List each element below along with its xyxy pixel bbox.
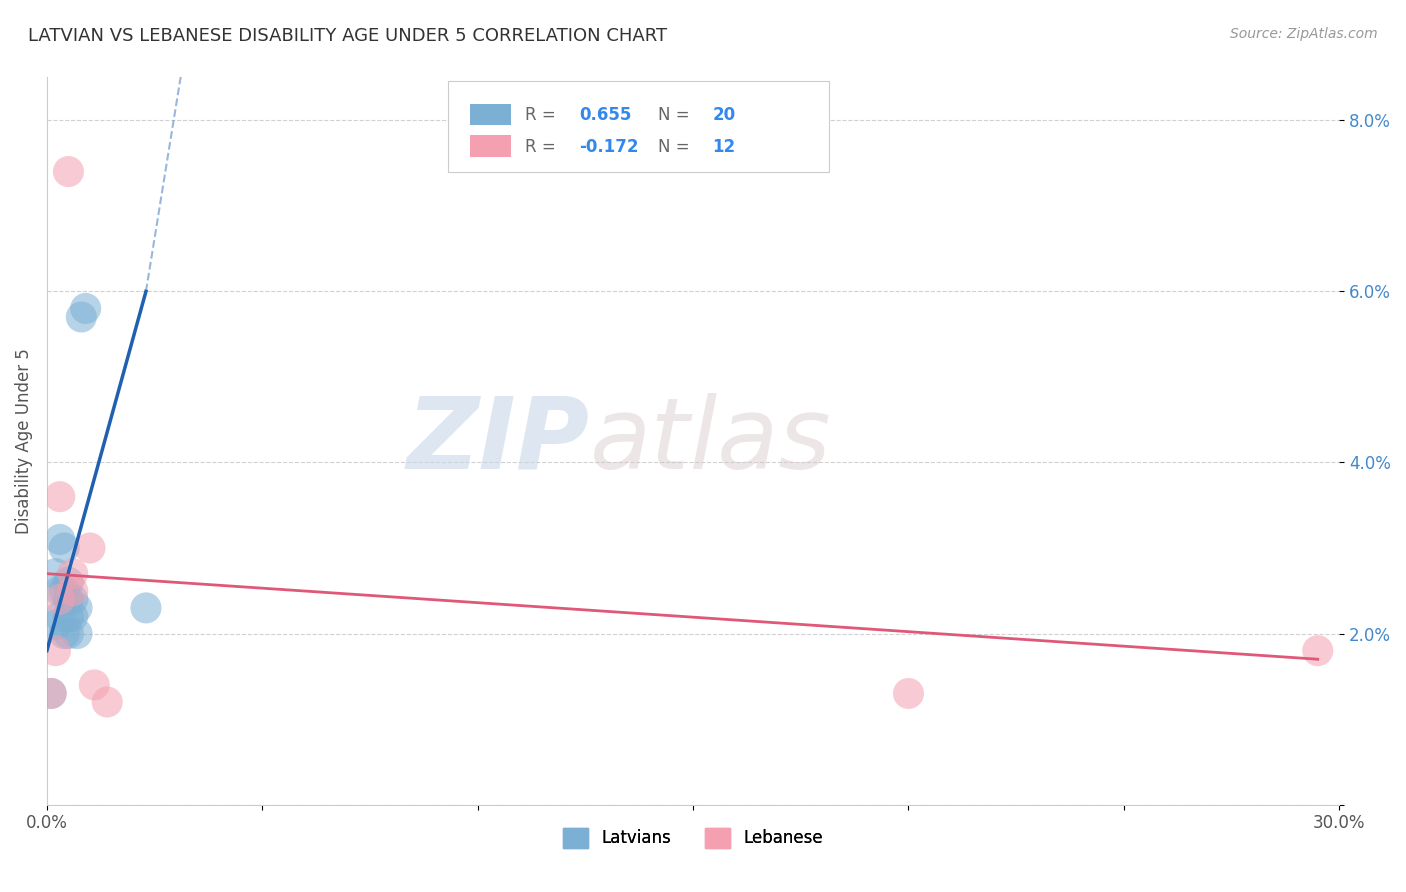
Point: [39, 686, 62, 700]
Point: [75, 301, 97, 316]
Point: [58, 164, 80, 178]
Text: N =: N =: [658, 106, 695, 124]
Point: [53, 541, 76, 555]
Text: LATVIAN VS LEBANESE DISABILITY AGE UNDER 5 CORRELATION CHART: LATVIAN VS LEBANESE DISABILITY AGE UNDER…: [28, 27, 668, 45]
FancyBboxPatch shape: [470, 135, 510, 157]
Point: [897, 686, 920, 700]
Text: ZIP: ZIP: [406, 392, 589, 490]
Point: [58, 626, 80, 640]
Point: [39, 686, 62, 700]
Text: N =: N =: [658, 137, 695, 155]
Text: Source: ZipAtlas.com: Source: ZipAtlas.com: [1230, 27, 1378, 41]
FancyBboxPatch shape: [470, 103, 510, 126]
Point: [49, 609, 72, 624]
Text: R =: R =: [524, 106, 561, 124]
Point: [62, 566, 84, 581]
Point: [58, 592, 80, 607]
Point: [49, 592, 72, 607]
Point: [62, 609, 84, 624]
Point: [53, 626, 76, 640]
Point: [53, 583, 76, 598]
Point: [62, 592, 84, 607]
Point: [66, 626, 89, 640]
Point: [66, 600, 89, 615]
Y-axis label: Disability Age Under 5: Disability Age Under 5: [15, 348, 32, 534]
Point: [135, 600, 157, 615]
Point: [70, 310, 93, 324]
Point: [62, 583, 84, 598]
Point: [58, 609, 80, 624]
Point: [1306, 643, 1329, 657]
Text: 12: 12: [713, 137, 735, 155]
Point: [44, 618, 66, 632]
Point: [83, 678, 105, 692]
Point: [49, 533, 72, 547]
Point: [79, 541, 101, 555]
FancyBboxPatch shape: [447, 81, 828, 172]
Legend: Latvians, Lebanese: Latvians, Lebanese: [557, 821, 830, 855]
Point: [44, 566, 66, 581]
Point: [44, 643, 66, 657]
Text: R =: R =: [524, 137, 561, 155]
Text: atlas: atlas: [589, 392, 831, 490]
Point: [58, 575, 80, 590]
Text: -0.172: -0.172: [579, 137, 638, 155]
Text: 0.655: 0.655: [579, 106, 631, 124]
Point: [49, 490, 72, 504]
Point: [96, 695, 118, 709]
Text: 20: 20: [713, 106, 735, 124]
Point: [49, 583, 72, 598]
